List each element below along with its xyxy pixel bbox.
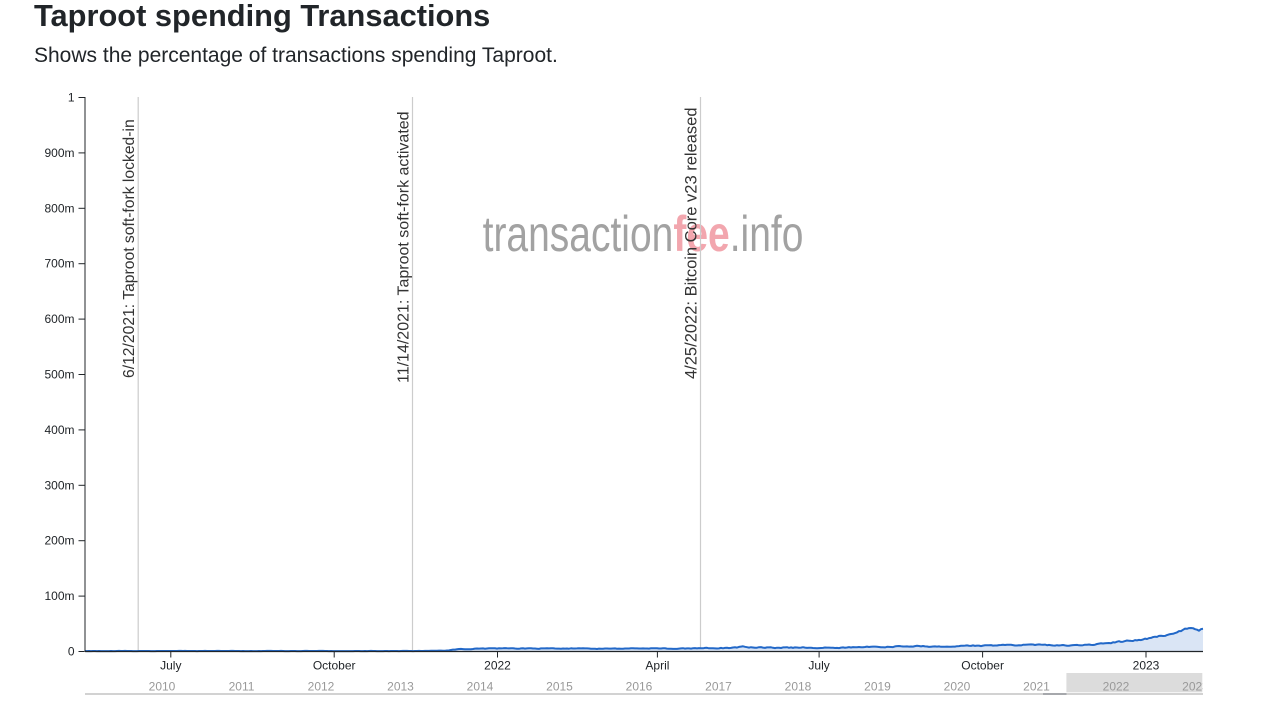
svg-text:11/14/2021: Taproot soft-fork: 11/14/2021: Taproot soft-fork activated	[396, 111, 413, 383]
svg-text:0: 0	[68, 645, 75, 659]
svg-text:2011: 2011	[229, 680, 255, 694]
svg-text:700m: 700m	[44, 257, 74, 271]
svg-text:2022: 2022	[1103, 680, 1130, 694]
svg-text:2023: 2023	[1182, 680, 1209, 694]
svg-text:July: July	[160, 659, 181, 673]
svg-text:April: April	[645, 659, 669, 673]
svg-text:October: October	[961, 659, 1004, 673]
svg-text:October: October	[313, 659, 356, 673]
svg-text:2010: 2010	[149, 680, 176, 694]
svg-text:200m: 200m	[44, 534, 74, 548]
svg-text:July: July	[808, 659, 829, 673]
svg-text:800m: 800m	[44, 201, 74, 215]
svg-text:2015: 2015	[546, 680, 573, 694]
svg-text:100m: 100m	[44, 589, 74, 603]
svg-text:600m: 600m	[44, 312, 74, 326]
svg-text:2021: 2021	[1023, 680, 1050, 694]
svg-text:2023: 2023	[1133, 659, 1160, 673]
svg-text:2014: 2014	[467, 680, 494, 694]
svg-text:2013: 2013	[387, 680, 414, 694]
svg-text:1: 1	[68, 91, 75, 105]
svg-text:900m: 900m	[44, 146, 74, 160]
svg-text:transactionfee.info: transactionfee.info	[483, 205, 804, 262]
svg-text:2022: 2022	[484, 659, 511, 673]
svg-text:4/25/2022: Bitcoin Core v23 re: 4/25/2022: Bitcoin Core v23 released	[683, 107, 701, 379]
svg-text:2017: 2017	[705, 680, 732, 694]
svg-text:2019: 2019	[864, 680, 891, 694]
svg-text:6/12/2021: Taproot soft-fork l: 6/12/2021: Taproot soft-fork locked-in	[121, 119, 138, 378]
svg-text:2012: 2012	[308, 680, 335, 694]
svg-text:2018: 2018	[785, 680, 812, 694]
svg-text:400m: 400m	[44, 423, 74, 437]
svg-text:2016: 2016	[626, 680, 653, 694]
svg-text:500m: 500m	[44, 368, 74, 382]
svg-text:2020: 2020	[944, 680, 971, 694]
svg-text:300m: 300m	[44, 478, 74, 492]
